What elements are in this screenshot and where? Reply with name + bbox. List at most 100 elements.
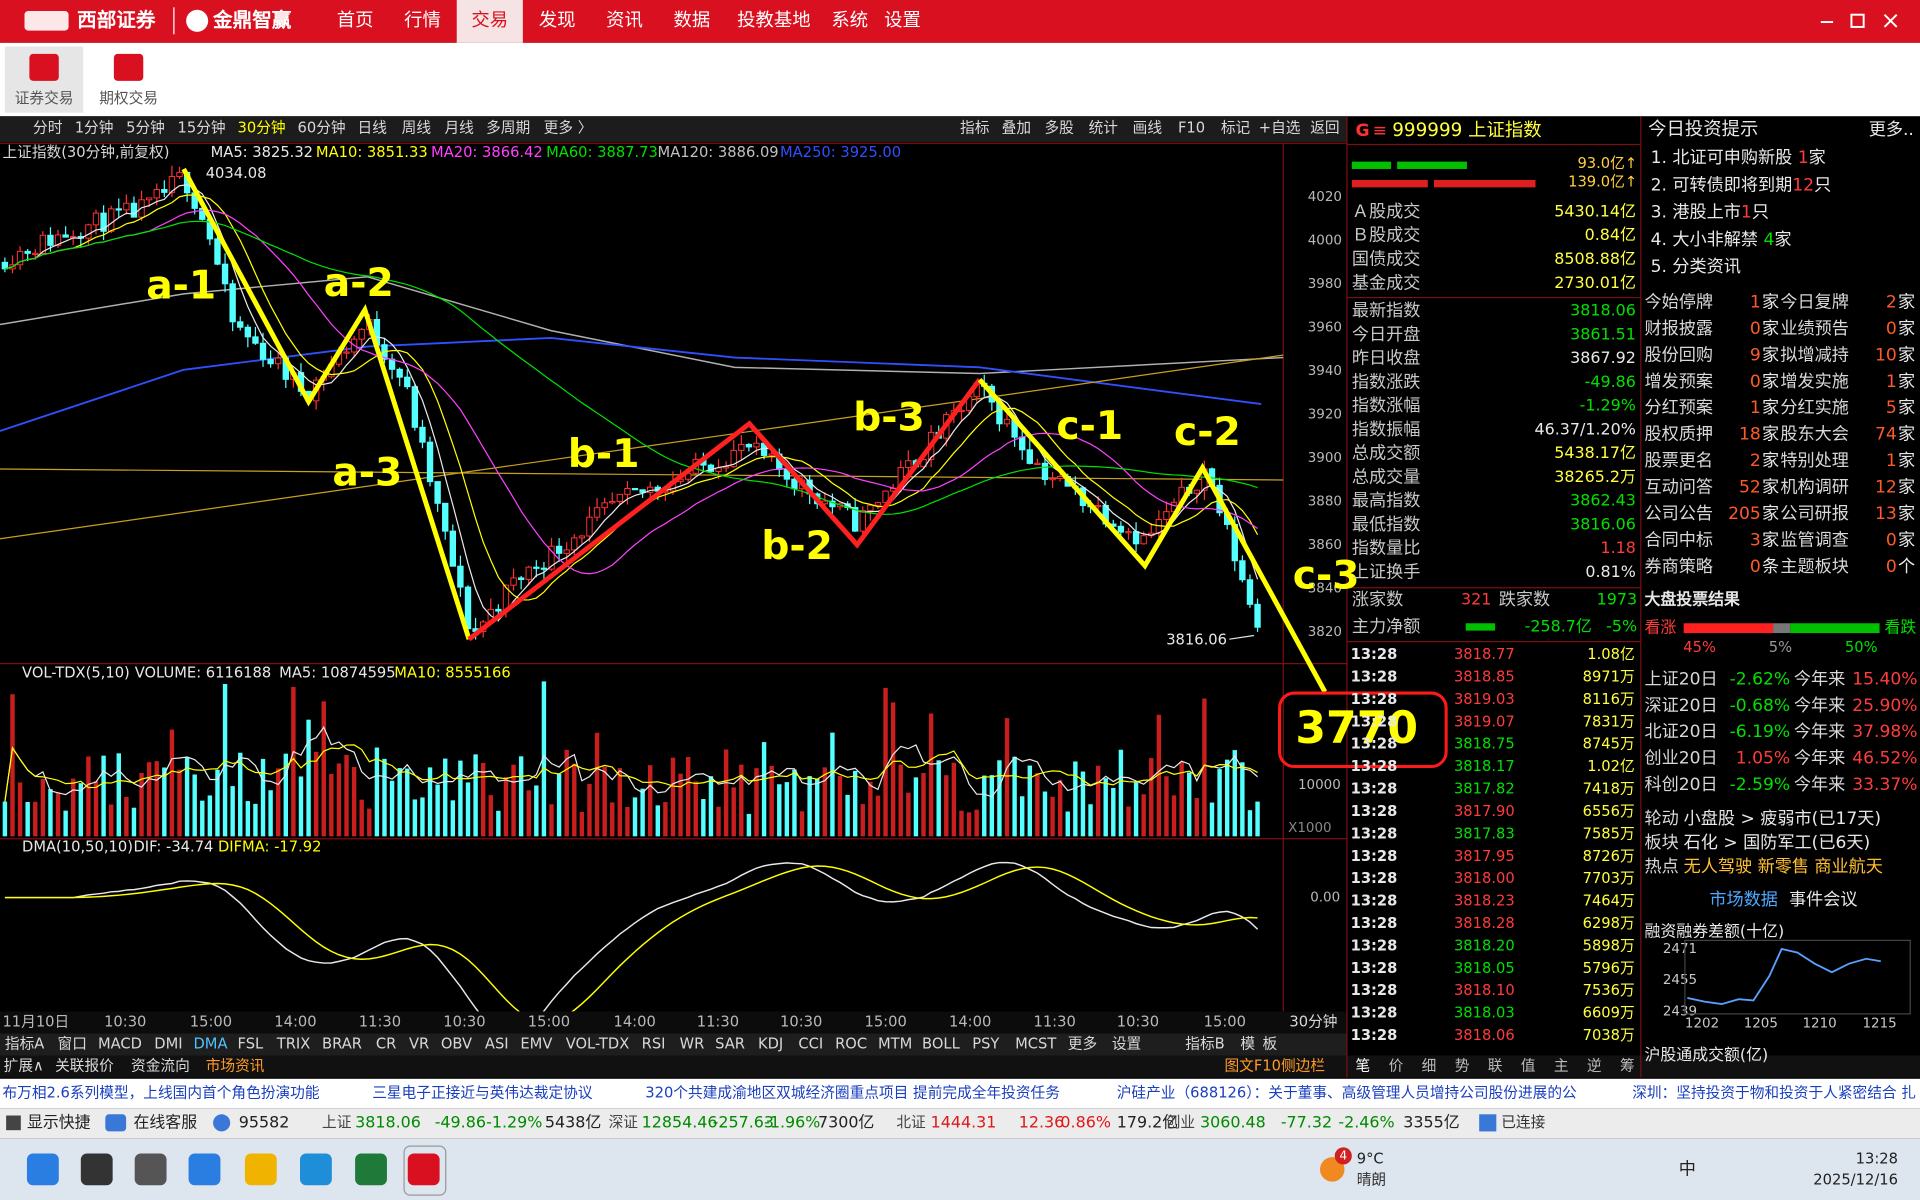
stat-label[interactable]: 今日复牌	[1780, 292, 1849, 312]
taskbar-app[interactable]	[355, 1153, 387, 1186]
quote-tab[interactable]: 细	[1422, 1058, 1437, 1075]
menu-item[interactable]: 交易	[471, 10, 508, 31]
tip-item[interactable]: 2. 可转债即将到期12只	[1651, 175, 1832, 195]
indicator-tab[interactable]: ROC	[835, 1035, 867, 1052]
taskbar-app[interactable]	[188, 1153, 221, 1186]
tip-item[interactable]: 3. 港股上市1只	[1651, 203, 1769, 223]
indicator-tab[interactable]: CCI	[798, 1035, 823, 1052]
indicator-tab[interactable]: EMV	[520, 1035, 552, 1052]
more-link[interactable]: 更多..	[1869, 120, 1914, 140]
period-tab[interactable]: 15分钟	[178, 120, 226, 137]
stat-label[interactable]: 股东大会	[1780, 425, 1849, 445]
quote-tab[interactable]: 筹	[1620, 1058, 1635, 1075]
period-tab[interactable]: 30分钟	[238, 120, 286, 137]
indicator-tab[interactable]: MTM	[878, 1035, 912, 1052]
quote-tab[interactable]: 笔	[1356, 1058, 1371, 1075]
rotation-value[interactable]: 小盘股 > 疲弱市(已17天)	[1684, 809, 1881, 829]
menu-item[interactable]: 设置	[884, 10, 921, 31]
taskbar-app[interactable]	[407, 1153, 440, 1186]
indicator-tab[interactable]: MACD	[98, 1035, 142, 1052]
stat-label[interactable]: 监管调查	[1780, 530, 1849, 550]
indicator-tab[interactable]: 指标A	[5, 1035, 44, 1052]
quote-tab[interactable]: 主	[1554, 1058, 1569, 1075]
status-item[interactable]: 95582	[239, 1112, 290, 1131]
link[interactable]: 市场数据	[1709, 890, 1778, 910]
stat-label[interactable]: 分红实施	[1780, 398, 1849, 418]
indicator-tab[interactable]: 板	[1262, 1034, 1277, 1052]
status-item[interactable]: 显示快捷	[27, 1112, 91, 1131]
chart-tool[interactable]: 指标	[960, 120, 990, 137]
stat-label[interactable]: 增发预案	[1644, 372, 1713, 392]
menu-item[interactable]: 资讯	[606, 10, 643, 31]
menu-item[interactable]: 发现	[539, 10, 576, 31]
ime-indicator[interactable]: 中	[1679, 1159, 1696, 1179]
period-tab[interactable]: 60分钟	[298, 120, 346, 137]
taskbar-app[interactable]	[134, 1153, 167, 1186]
chart-tool[interactable]: 叠加	[1002, 120, 1031, 137]
chart-tool[interactable]: 标记	[1221, 120, 1251, 137]
info-tab[interactable]: 市场资讯	[206, 1058, 265, 1075]
stat-label[interactable]: 股票更名	[1644, 451, 1713, 471]
toolbar-item[interactable]: 证券交易	[15, 89, 74, 107]
taskbar-app[interactable]	[26, 1153, 59, 1186]
stat-label[interactable]: 财报披露	[1644, 319, 1713, 339]
indicator-tab[interactable]: PSY	[972, 1035, 999, 1052]
info-tab[interactable]: 关联报价	[55, 1058, 114, 1075]
stat-label[interactable]: 拟增减持	[1780, 345, 1849, 365]
menu-icon[interactable]: ≡	[1373, 121, 1387, 141]
period-tab[interactable]: 更多 〉	[544, 120, 593, 137]
link[interactable]: 事件会议	[1789, 890, 1858, 910]
toolbar-item[interactable]: 期权交易	[99, 89, 158, 107]
stat-label[interactable]: 今始停牌	[1644, 292, 1713, 312]
indicator-tab[interactable]: 窗口	[58, 1034, 87, 1052]
indicator-tab[interactable]: KDJ	[758, 1035, 783, 1052]
stat-label[interactable]: 特别处理	[1780, 451, 1849, 471]
menu-item[interactable]: 系统	[831, 10, 868, 31]
stat-label[interactable]: 增发实施	[1780, 372, 1849, 392]
indicator-tab[interactable]: RSI	[642, 1035, 666, 1052]
period-tab[interactable]: 分时	[33, 120, 63, 137]
indicator-tab[interactable]: 设置	[1112, 1035, 1141, 1052]
rotation-value[interactable]: 石化 > 国防军工(已6天)	[1684, 833, 1871, 853]
tip-item[interactable]: 4. 大小非解禁 4家	[1651, 230, 1792, 250]
stat-label[interactable]: 互动问答	[1644, 478, 1713, 498]
taskbar-app[interactable]	[244, 1153, 277, 1186]
indicator-tab[interactable]: 模	[1240, 1035, 1255, 1052]
info-tab[interactable]: 资金流向	[131, 1058, 190, 1075]
status-item[interactable]: 在线客服	[133, 1112, 197, 1131]
stat-label[interactable]: 公司研报	[1780, 504, 1849, 524]
chart-tool[interactable]: 返回	[1310, 120, 1339, 137]
chart-tool[interactable]: 画线	[1133, 120, 1163, 137]
indicator-tab[interactable]: SAR	[715, 1035, 745, 1052]
indicator-tab[interactable]: TRIX	[276, 1035, 311, 1052]
stat-label[interactable]: 股份回购	[1644, 345, 1713, 365]
menu-item[interactable]: 数据	[673, 10, 710, 31]
menu-item[interactable]: 投教基地	[737, 10, 810, 31]
quote-tab[interactable]: 势	[1455, 1058, 1470, 1075]
quote-tab[interactable]: 联	[1488, 1058, 1503, 1075]
stat-label[interactable]: 主题板块	[1780, 557, 1849, 577]
indicator-tab[interactable]: 指标B	[1185, 1035, 1224, 1052]
indicator-tab[interactable]: VOL-TDX	[566, 1035, 630, 1052]
quote-tab[interactable]: 价	[1389, 1058, 1404, 1075]
taskbar-app[interactable]	[300, 1153, 332, 1186]
indicator-tab[interactable]: FSL	[238, 1035, 265, 1052]
indicator-tab[interactable]: DMI	[154, 1035, 182, 1052]
tip-item[interactable]: 5. 分类资讯	[1651, 257, 1741, 277]
quote-tab[interactable]: 值	[1521, 1058, 1536, 1075]
taskbar-app[interactable]	[80, 1153, 113, 1186]
indicator-tab[interactable]: DMA	[193, 1035, 227, 1052]
period-tab[interactable]: 5分钟	[126, 120, 165, 137]
indicator-tab[interactable]: VR	[409, 1035, 429, 1052]
tip-item[interactable]: 1. 北证可申购新股 1家	[1651, 148, 1826, 168]
period-tab[interactable]: 周线	[402, 120, 432, 137]
stat-label[interactable]: 分红预案	[1644, 398, 1713, 418]
indicator-tab[interactable]: 更多	[1068, 1035, 1097, 1052]
info-tab[interactable]: 扩展∧	[4, 1058, 44, 1075]
stat-label[interactable]: 合同中标	[1644, 530, 1713, 550]
news-item[interactable]: 深圳：坚持投资于物和投资于人紧密结合 扎	[1632, 1084, 1916, 1101]
indicator-tab[interactable]: WR	[680, 1035, 705, 1052]
stat-label[interactable]: 股权质押	[1644, 425, 1713, 445]
period-tab[interactable]: 月线	[444, 120, 474, 137]
window-controls[interactable]	[1820, 13, 1898, 28]
